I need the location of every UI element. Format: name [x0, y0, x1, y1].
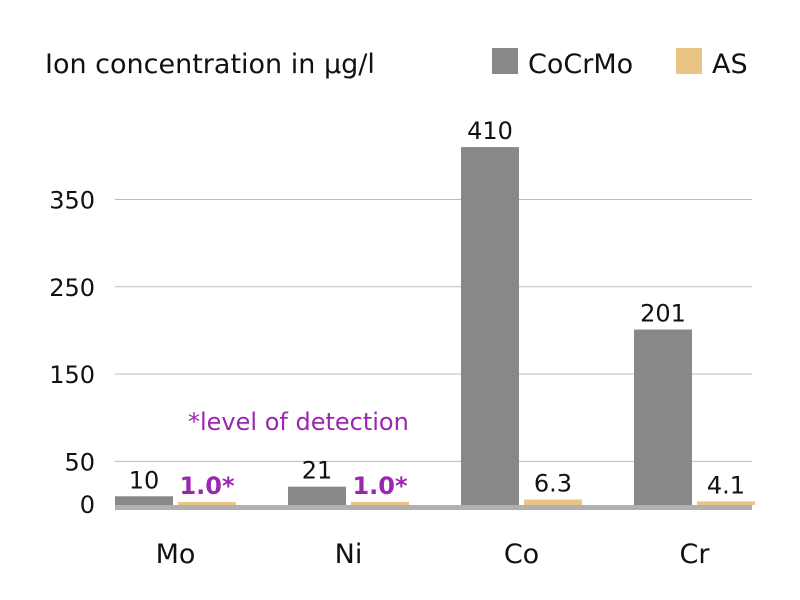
legend-label-cocrmo: CoCrMo [528, 49, 633, 80]
data-label: 410 [467, 117, 513, 145]
x-tick-label: Cr [680, 539, 711, 570]
data-label: 21 [302, 457, 333, 485]
data-label: 4.1 [707, 471, 745, 499]
bar-as-co [524, 499, 582, 505]
y-tick-label: 50 [64, 448, 95, 476]
y-tick-label: 0 [80, 491, 95, 519]
detection-annotation: *level of detection [188, 408, 409, 436]
bar-as-mo [178, 502, 236, 505]
x-axis-baseline [115, 505, 752, 510]
x-tick-label: Co [504, 539, 539, 570]
legend-label-as: AS [712, 49, 748, 80]
chart-title: Ion concentration in µg/l [45, 49, 375, 80]
x-tick-label: Ni [335, 539, 363, 570]
data-label: 1.0* [179, 472, 235, 500]
bar-cocrmo-co [461, 147, 519, 505]
data-label: 6.3 [534, 470, 572, 498]
data-label: 10 [129, 466, 160, 494]
bar-cocrmo-mo [115, 496, 173, 505]
legend-swatch-cocrmo [492, 48, 518, 74]
bar-as-cr [697, 501, 755, 505]
y-tick-label: 350 [49, 186, 95, 214]
legend-swatch-as [676, 48, 702, 74]
bar-cocrmo-ni [288, 486, 346, 505]
y-tick-label: 250 [49, 274, 95, 302]
bar-cocrmo-cr [634, 329, 692, 505]
legend: CoCrMo AS [492, 48, 748, 80]
x-tick-label: Mo [156, 539, 196, 570]
bar-as-ni [351, 502, 409, 505]
data-label: 1.0* [352, 472, 408, 500]
data-label: 201 [640, 300, 686, 328]
y-tick-label: 150 [49, 361, 95, 389]
